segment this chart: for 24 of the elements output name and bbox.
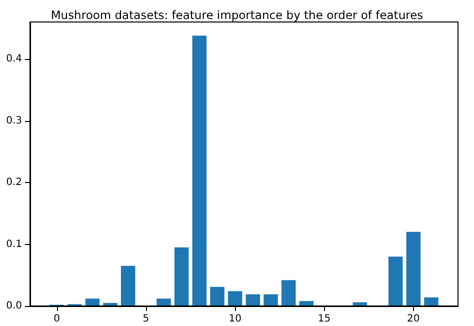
bar xyxy=(85,298,100,306)
y-tick-label: 0.1 xyxy=(6,238,22,250)
bar xyxy=(228,291,242,306)
x-tick-label: 20 xyxy=(407,314,420,324)
bar xyxy=(246,294,260,306)
bar xyxy=(264,294,278,306)
bar xyxy=(424,297,438,306)
y-tick-label: 0.0 xyxy=(6,300,22,312)
bar xyxy=(156,298,171,306)
bar xyxy=(174,247,189,306)
bar xyxy=(210,286,224,306)
x-tick-label: 5 xyxy=(142,314,150,324)
bar xyxy=(281,280,296,306)
bar xyxy=(192,36,207,306)
x-tick-label: 0 xyxy=(54,314,60,324)
x-tick-label: 10 xyxy=(228,314,242,324)
y-tick-label: 0.3 xyxy=(6,115,22,126)
x-tick-label: 15 xyxy=(318,314,331,324)
y-tick-label: 0.4 xyxy=(6,54,22,65)
y-tick-label: 0.2 xyxy=(6,177,22,188)
bar xyxy=(120,266,136,306)
bar xyxy=(388,256,403,306)
bar xyxy=(406,232,421,306)
chart-title: Mushroom datasets: feature importance by the order of features xyxy=(50,8,424,22)
